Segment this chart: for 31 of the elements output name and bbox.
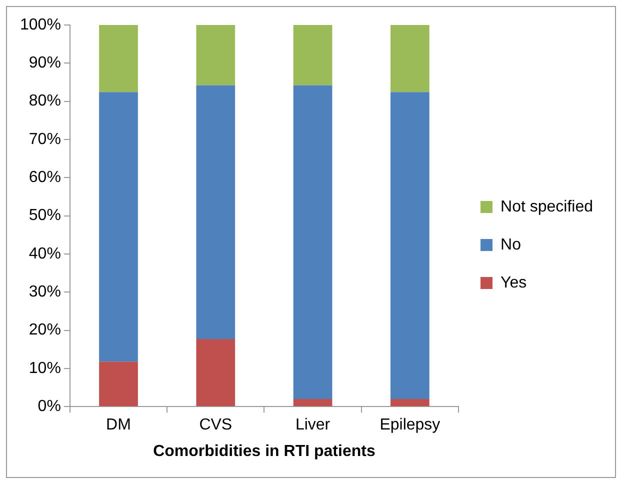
- bar: [196, 339, 236, 406]
- y-tick-label: 30%: [28, 284, 61, 301]
- legend-label: No: [500, 236, 522, 254]
- y-tick-label: 100%: [20, 16, 61, 34]
- bar: [390, 92, 430, 399]
- y-tick-label: 0%: [38, 398, 61, 416]
- bar: [390, 25, 430, 92]
- bar: [390, 398, 430, 406]
- x-tick-label: Epilepsy: [380, 416, 440, 434]
- x-tick-label: DM: [106, 416, 131, 434]
- y-tick-label: 60%: [28, 169, 61, 186]
- y-tick-label: 50%: [28, 207, 61, 224]
- bar: [99, 362, 138, 406]
- y-tick-label: 40%: [28, 245, 61, 262]
- y-tick-label: 70%: [28, 130, 61, 148]
- bar: [293, 25, 332, 86]
- x-axis-title: Comorbidities in RTI patients: [153, 442, 376, 460]
- legend-label: Not specified: [500, 198, 594, 216]
- x-tick-label: Liver: [295, 416, 331, 434]
- bar: [293, 85, 332, 399]
- bar: [196, 85, 236, 340]
- y-tick-label: 10%: [28, 360, 61, 377]
- bar: [196, 25, 236, 86]
- bar: [293, 398, 332, 406]
- x-tick-label: CVS: [199, 416, 232, 434]
- bar: [99, 25, 138, 92]
- y-tick-label: 20%: [28, 322, 61, 339]
- y-tick-label: 80%: [28, 92, 61, 110]
- y-tick-label: 90%: [28, 54, 61, 72]
- legend-label: Yes: [500, 274, 527, 292]
- bar: [99, 92, 138, 362]
